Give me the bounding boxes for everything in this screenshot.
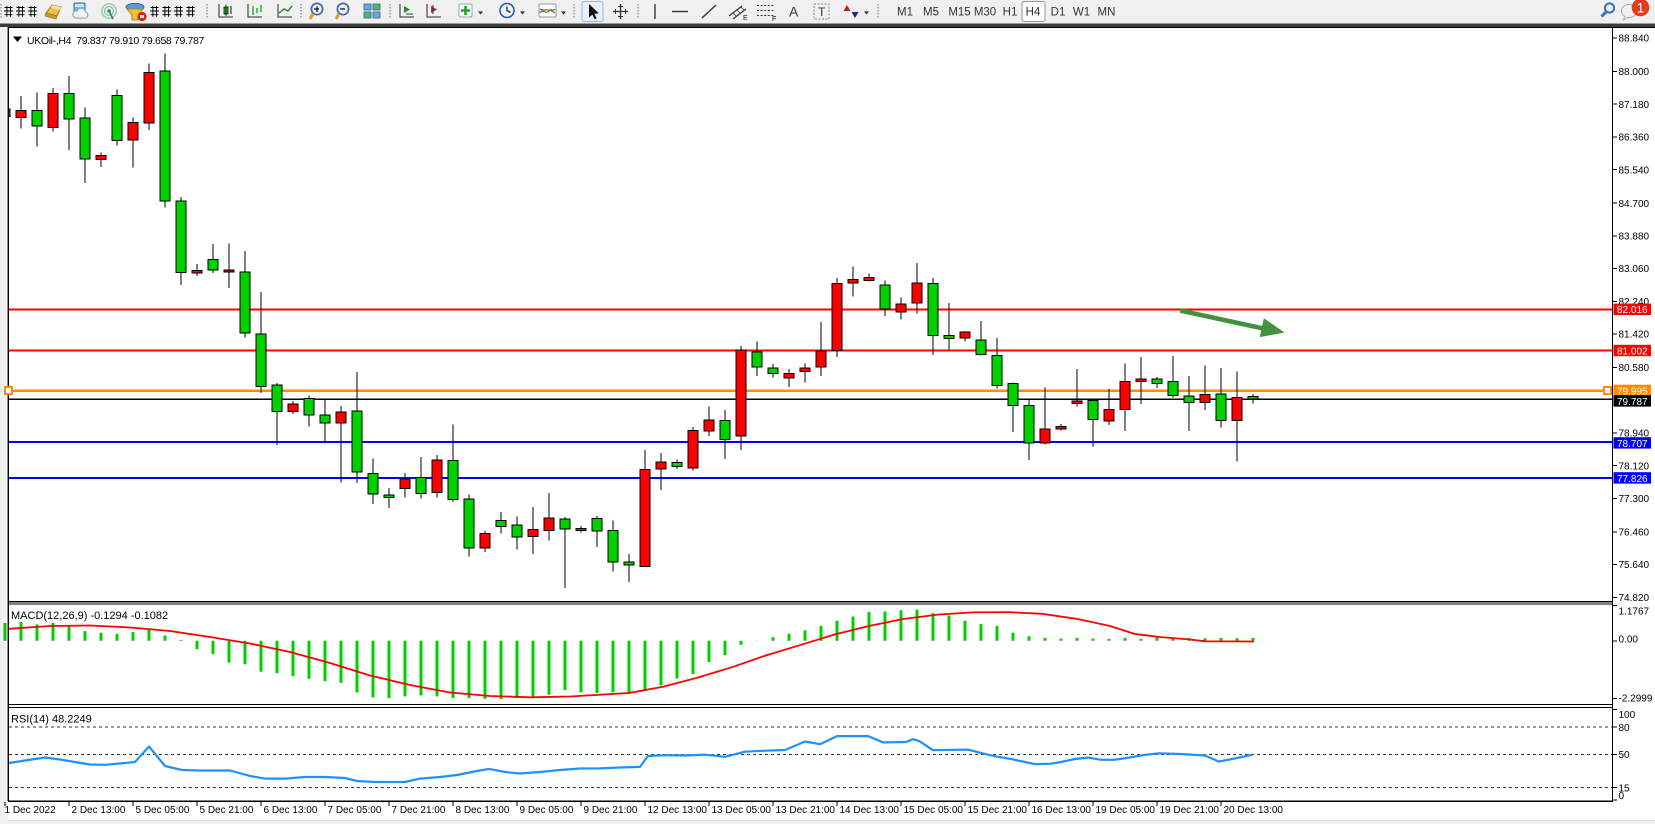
svg-text:80.580: 80.580 xyxy=(1619,363,1650,374)
svg-text:13 Dec 21:00: 13 Dec 21:00 xyxy=(776,805,836,816)
svg-text:82.016: 82.016 xyxy=(1617,305,1648,316)
svg-text:81.420: 81.420 xyxy=(1619,330,1650,341)
svg-text:78.707: 78.707 xyxy=(1617,439,1648,450)
svg-text:85.540: 85.540 xyxy=(1619,165,1650,176)
svg-text:81.002: 81.002 xyxy=(1617,346,1648,357)
svg-text:83.060: 83.060 xyxy=(1619,264,1650,275)
svg-text:77.300: 77.300 xyxy=(1619,494,1650,505)
svg-text:19 Dec 21:00: 19 Dec 21:00 xyxy=(1160,805,1220,816)
svg-text:M30: M30 xyxy=(974,7,996,19)
svg-text:88.840: 88.840 xyxy=(1619,34,1650,45)
svg-text:1: 1 xyxy=(1637,0,1645,16)
svg-text:9 Dec 05:00: 9 Dec 05:00 xyxy=(520,805,574,816)
svg-text:86.360: 86.360 xyxy=(1619,133,1650,144)
svg-text:M15: M15 xyxy=(948,7,970,19)
svg-text:79.995: 79.995 xyxy=(1617,386,1648,397)
svg-text:15: 15 xyxy=(1619,784,1631,795)
svg-text:H4: H4 xyxy=(1026,7,1041,19)
svg-text:-2.2999: -2.2999 xyxy=(1619,694,1653,705)
svg-text:1 Dec 2022: 1 Dec 2022 xyxy=(5,805,57,816)
svg-text:14 Dec 13:00: 14 Dec 13:00 xyxy=(840,805,900,816)
svg-text:100: 100 xyxy=(1619,710,1636,721)
svg-text:A: A xyxy=(789,4,799,20)
svg-text:M1: M1 xyxy=(897,7,913,19)
svg-text:80: 80 xyxy=(1619,723,1631,734)
svg-text:88.000: 88.000 xyxy=(1619,67,1650,78)
svg-text:9 Dec 21:00: 9 Dec 21:00 xyxy=(584,805,638,816)
svg-text:M5: M5 xyxy=(923,7,939,19)
svg-text:7 Dec 05:00: 7 Dec 05:00 xyxy=(328,805,382,816)
svg-text:74.820: 74.820 xyxy=(1619,593,1650,604)
svg-text:5 Dec 21:00: 5 Dec 21:00 xyxy=(200,805,254,816)
svg-text:MACD(12,26,9) -0.1294 -0.1082: MACD(12,26,9) -0.1294 -0.1082 xyxy=(11,610,168,622)
svg-text:7 Dec 21:00: 7 Dec 21:00 xyxy=(392,805,446,816)
svg-text:12 Dec 13:00: 12 Dec 13:00 xyxy=(648,805,708,816)
svg-text:0: 0 xyxy=(1619,791,1625,802)
svg-text:8 Dec 13:00: 8 Dec 13:00 xyxy=(456,805,510,816)
svg-text:2 Dec 13:00: 2 Dec 13:00 xyxy=(72,805,126,816)
svg-text:MN: MN xyxy=(1098,7,1116,19)
svg-text:5 Dec 05:00: 5 Dec 05:00 xyxy=(136,805,190,816)
svg-text:20 Dec 13:00: 20 Dec 13:00 xyxy=(1224,805,1284,816)
svg-text:82.240: 82.240 xyxy=(1619,297,1650,308)
svg-text:D1: D1 xyxy=(1051,7,1066,19)
svg-text:H1: H1 xyxy=(1003,7,1018,19)
svg-text:RSI(14) 48.2249: RSI(14) 48.2249 xyxy=(11,714,92,726)
svg-text:W1: W1 xyxy=(1073,7,1090,19)
svg-text:79.787: 79.787 xyxy=(1617,397,1648,408)
svg-text:75.640: 75.640 xyxy=(1619,560,1650,571)
svg-text:E: E xyxy=(743,15,748,22)
svg-text:1.1767: 1.1767 xyxy=(1619,607,1650,618)
svg-text:15 Dec 05:00: 15 Dec 05:00 xyxy=(904,805,964,816)
svg-text:13 Dec 05:00: 13 Dec 05:00 xyxy=(712,805,772,816)
svg-text:78.120: 78.120 xyxy=(1619,461,1650,472)
svg-text:0.00: 0.00 xyxy=(1619,635,1639,646)
svg-text:83.880: 83.880 xyxy=(1619,232,1650,243)
svg-text:19 Dec 05:00: 19 Dec 05:00 xyxy=(1096,805,1156,816)
svg-text:50: 50 xyxy=(1619,750,1631,761)
svg-text:78.940: 78.940 xyxy=(1619,429,1650,440)
svg-text:76.460: 76.460 xyxy=(1619,528,1650,539)
svg-text:15 Dec 21:00: 15 Dec 21:00 xyxy=(968,805,1028,816)
svg-text:6 Dec 13:00: 6 Dec 13:00 xyxy=(264,805,318,816)
svg-text:87.180: 87.180 xyxy=(1619,100,1650,111)
svg-text:84.700: 84.700 xyxy=(1619,199,1650,210)
svg-text:77.826: 77.826 xyxy=(1617,474,1648,485)
svg-text:T: T xyxy=(818,5,826,19)
svg-text:F: F xyxy=(772,16,776,23)
svg-text:UKOil-,H4 79.837 79.910 79.65: UKOil-,H4 79.837 79.910 79.658 79.787 xyxy=(27,35,205,47)
svg-text:16 Dec 13:00: 16 Dec 13:00 xyxy=(1032,805,1092,816)
